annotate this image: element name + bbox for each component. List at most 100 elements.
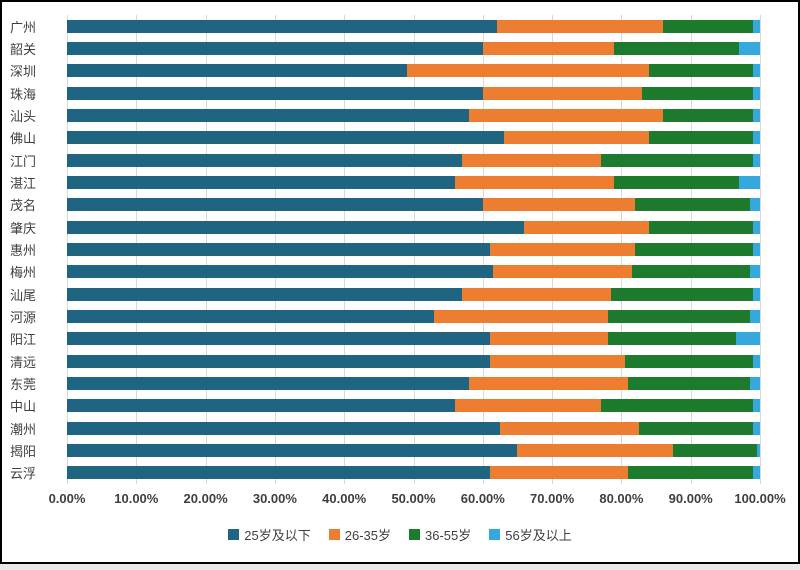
bar-segment xyxy=(468,108,663,122)
stacked-bar xyxy=(67,466,760,480)
bar-segment xyxy=(493,265,632,279)
bar-segment xyxy=(67,198,483,212)
bar-segment xyxy=(434,309,608,323)
bar-segment xyxy=(631,265,750,279)
bar-row: 揭阳 xyxy=(10,439,760,461)
category-label: 茂名 xyxy=(10,198,37,214)
stacked-bar xyxy=(67,376,760,390)
category-label: 肇庆 xyxy=(10,220,37,236)
bar-segment xyxy=(628,466,754,480)
bar-segment xyxy=(753,131,760,145)
bar-segment xyxy=(753,399,760,413)
bar-segment xyxy=(642,86,754,100)
bar-segment xyxy=(455,175,615,189)
category-label: 东莞 xyxy=(10,376,37,392)
category-label: 阳江 xyxy=(10,332,37,348)
bar-segment xyxy=(489,354,625,368)
bar-row: 肇庆 xyxy=(10,216,760,238)
stacked-bar xyxy=(67,443,760,457)
bar-segment xyxy=(67,376,469,390)
bar-segment xyxy=(67,108,469,122)
bar-segment xyxy=(67,41,483,55)
bar-segment xyxy=(753,421,760,435)
category-label: 佛山 xyxy=(10,131,37,147)
bar-segment xyxy=(462,287,611,301)
stacked-bar xyxy=(67,198,760,212)
stacked-bar xyxy=(67,332,760,346)
bar-segment xyxy=(482,198,636,212)
bar-row: 广州 xyxy=(10,15,760,37)
legend-item[interactable]: 26-35岁 xyxy=(328,525,391,544)
category-label: 惠州 xyxy=(10,242,37,258)
bar-row: 江门 xyxy=(10,149,760,171)
bar-row: 茂名 xyxy=(10,194,760,216)
x-tick-label: 100.00% xyxy=(734,490,786,506)
x-tick-label: 30.00% xyxy=(252,490,297,506)
legend-item[interactable]: 25岁及以下 xyxy=(228,525,311,544)
legend-swatch-icon xyxy=(409,528,420,540)
bar-row: 云浮 xyxy=(10,462,760,484)
bar-segment xyxy=(662,108,754,122)
bar-segment xyxy=(67,399,456,413)
category-label: 韶关 xyxy=(10,41,37,57)
bar-segment xyxy=(489,242,636,256)
bar-segment xyxy=(739,41,760,55)
stacked-bar xyxy=(67,131,760,145)
bar-row: 中山 xyxy=(10,395,760,417)
stacked-bar xyxy=(67,309,760,323)
bar-segment xyxy=(67,443,518,457)
category-label: 珠海 xyxy=(10,86,37,102)
bar-row: 梅州 xyxy=(10,261,760,283)
legend-swatch-icon xyxy=(228,528,240,540)
bar-segment xyxy=(67,421,501,435)
bar-segment xyxy=(635,242,754,256)
bar-segment xyxy=(753,466,760,480)
category-label: 汕头 xyxy=(10,108,37,124)
bar-row: 深圳 xyxy=(10,60,760,82)
stacked-bar xyxy=(67,153,760,167)
bar-segment xyxy=(67,131,504,145)
bar-segment xyxy=(749,376,760,390)
bar-segment xyxy=(753,287,760,301)
bar-segment xyxy=(406,64,650,78)
bar-segment xyxy=(749,198,760,212)
legend-item[interactable]: 36-55岁 xyxy=(409,525,471,544)
bar-segment xyxy=(496,19,663,33)
legend-item[interactable]: 56岁及以上 xyxy=(489,525,572,544)
stacked-bar xyxy=(67,86,760,100)
bar-segment xyxy=(67,332,490,346)
bar-row: 汕尾 xyxy=(10,283,760,305)
category-label: 揭阳 xyxy=(10,443,37,459)
bar-segment xyxy=(600,153,754,167)
bar-segment xyxy=(649,64,754,78)
bar-row: 阳江 xyxy=(10,328,760,350)
stacked-bar xyxy=(67,108,760,122)
category-label: 湛江 xyxy=(10,175,37,191)
category-label: 清远 xyxy=(10,354,37,370)
category-label: 梅州 xyxy=(10,265,37,281)
bar-row: 惠州 xyxy=(10,238,760,260)
category-label: 汕尾 xyxy=(10,287,37,303)
bar-segment xyxy=(462,153,601,167)
bar-segment xyxy=(753,220,760,234)
legend-label: 56岁及以上 xyxy=(505,527,572,543)
gridline xyxy=(760,15,761,484)
bar-segment xyxy=(524,220,650,234)
bar-segment xyxy=(753,242,760,256)
bar-segment xyxy=(753,86,760,100)
bar-row: 东莞 xyxy=(10,372,760,394)
bar-segment xyxy=(500,421,639,435)
x-tick-label: 40.00% xyxy=(322,490,367,506)
legend-swatch-icon xyxy=(489,528,501,540)
bar-segment xyxy=(482,41,615,55)
bar-segment xyxy=(753,108,760,122)
bar-segment xyxy=(638,421,754,435)
category-label: 深圳 xyxy=(10,64,37,80)
stacked-bar xyxy=(67,220,760,234)
bar-segment xyxy=(756,443,760,457)
bar-segment xyxy=(635,198,750,212)
stacked-bar xyxy=(67,242,760,256)
bar-segment xyxy=(749,265,760,279)
bar-row: 清远 xyxy=(10,350,760,372)
